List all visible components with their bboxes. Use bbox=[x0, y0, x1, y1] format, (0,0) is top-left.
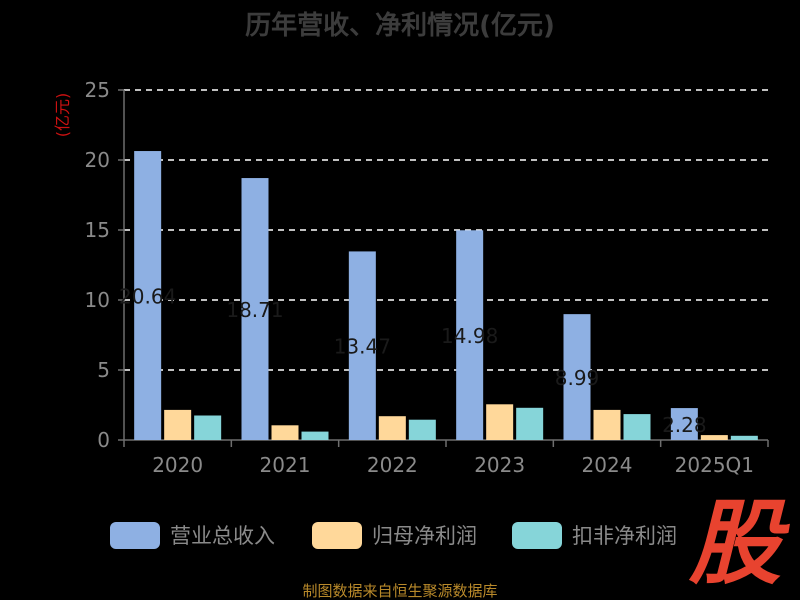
watermark-logo: 股 bbox=[688, 490, 790, 597]
legend-swatch bbox=[110, 522, 160, 549]
legend-label: 营业总收入 bbox=[170, 524, 275, 548]
bar-series-1 bbox=[348, 251, 376, 440]
bar-series-2 bbox=[271, 425, 299, 440]
y-tick-label: 25 bbox=[85, 78, 110, 102]
x-tick-label: 2020 bbox=[152, 453, 203, 477]
legend-label: 归母净利润 bbox=[372, 524, 477, 548]
bar-series-3 bbox=[194, 415, 222, 440]
x-tick-label: 2021 bbox=[260, 453, 311, 477]
bar-series-1 bbox=[456, 230, 484, 440]
bars bbox=[134, 151, 758, 441]
source-note: 制图数据来自恒生聚源数据库 bbox=[302, 582, 497, 600]
legend-item[interactable]: 扣非净利润 bbox=[512, 522, 677, 549]
y-tick-label: 5 bbox=[97, 358, 110, 382]
bar-data-label: 8.99 bbox=[555, 366, 600, 390]
bar-series-3 bbox=[730, 435, 758, 440]
bar-series-3 bbox=[623, 414, 651, 440]
y-unit-label: (亿元) bbox=[53, 93, 72, 138]
bar-series-1 bbox=[670, 408, 698, 440]
y-tick-label: 20 bbox=[85, 148, 110, 172]
bar-series-1 bbox=[241, 178, 269, 440]
bar-series-1 bbox=[563, 314, 591, 440]
x-tick-label: 2023 bbox=[474, 453, 525, 477]
bar-series-2 bbox=[700, 435, 728, 440]
bar-series-2 bbox=[593, 409, 621, 440]
bar-series-3 bbox=[301, 431, 329, 440]
legend-label: 扣非净利润 bbox=[572, 524, 677, 548]
y-tick-label: 0 bbox=[97, 428, 110, 452]
chart-title: 历年营收、净利情况(亿元) bbox=[245, 10, 555, 41]
y-tick-label: 15 bbox=[85, 218, 110, 242]
bar-data-label: 20.64 bbox=[119, 285, 176, 309]
legend-swatch bbox=[512, 522, 562, 549]
legend[interactable]: 营业总收入 归母净利润 扣非净利润 bbox=[110, 522, 677, 549]
bar-series-1 bbox=[134, 151, 162, 441]
bar-series-2 bbox=[486, 404, 514, 440]
x-tick-label: 2024 bbox=[582, 453, 633, 477]
x-tick-label: 2022 bbox=[367, 453, 418, 477]
x-tick-label: 2025Q1 bbox=[675, 453, 754, 477]
bar-series-3 bbox=[516, 407, 544, 440]
legend-item[interactable]: 营业总收入 bbox=[110, 522, 275, 549]
axes: 0 5 10 15 20 25 2020 2021 2022 2023 2024 2025Q1 bbox=[85, 78, 769, 477]
legend-item[interactable]: 归母净利润 bbox=[312, 522, 477, 549]
data-labels: 20.64 18.71 13.47 14.98 8.99 2.28 bbox=[119, 285, 707, 438]
bar-data-label: 13.47 bbox=[334, 335, 391, 359]
grid-lines bbox=[124, 89, 768, 371]
bar-data-label: 2.28 bbox=[662, 413, 707, 437]
bar-data-label: 14.98 bbox=[441, 324, 498, 348]
bar-series-3 bbox=[408, 419, 436, 440]
bar-data-label: 18.71 bbox=[226, 298, 283, 322]
legend-swatch bbox=[312, 522, 362, 549]
y-tick-label: 10 bbox=[85, 288, 110, 312]
bar-series-2 bbox=[378, 416, 406, 440]
bar-series-2 bbox=[164, 409, 192, 440]
